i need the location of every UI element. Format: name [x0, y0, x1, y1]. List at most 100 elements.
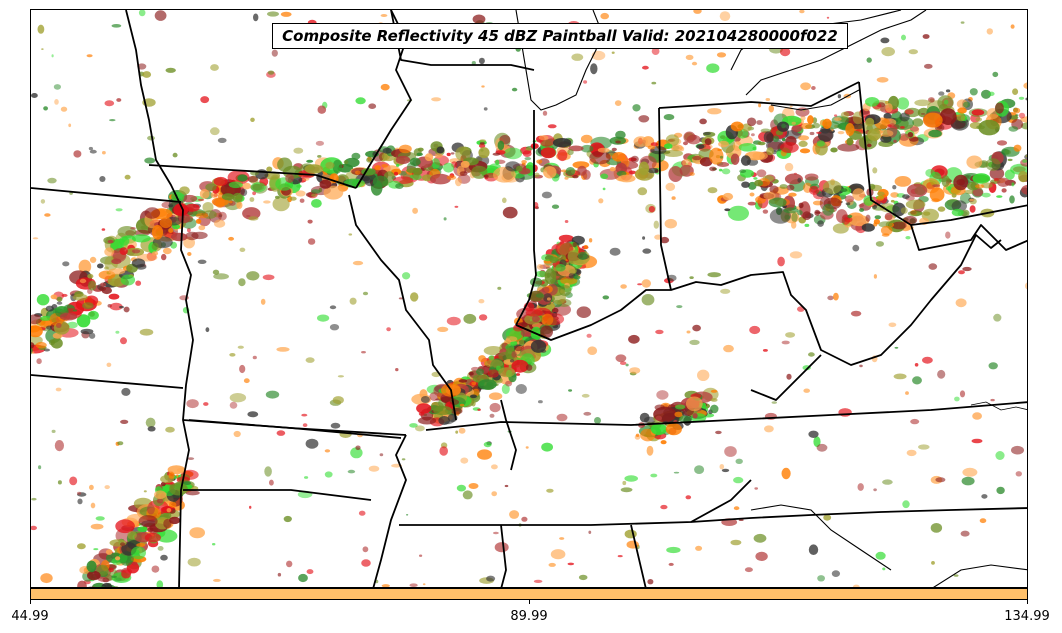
reflectivity-blob: [550, 549, 566, 560]
reflectivity-blob: [105, 549, 113, 555]
reflectivity-blob: [535, 270, 547, 278]
reflectivity-blob: [741, 181, 750, 188]
reflectivity-blob: [638, 115, 650, 123]
reflectivity-blob: [768, 197, 787, 208]
reflectivity-blob: [37, 24, 45, 34]
reflectivity-blob: [792, 125, 802, 133]
reflectivity-blob: [210, 127, 220, 136]
reflectivity-blob: [412, 207, 418, 214]
reflectivity-blob: [56, 296, 63, 302]
reflectivity-blob: [540, 349, 547, 353]
reflectivity-blob: [494, 542, 509, 553]
reflectivity-blob: [151, 565, 160, 573]
reflectivity-blob: [431, 158, 440, 169]
reflectivity-blob: [505, 380, 513, 387]
reflectivity-blob: [57, 480, 62, 485]
reflectivity-blob: [615, 140, 621, 144]
reflectivity-blob: [724, 446, 737, 457]
reflectivity-blob: [156, 498, 164, 504]
reflectivity-blob: [969, 88, 978, 96]
reflectivity-blob: [170, 232, 188, 242]
reflectivity-blob: [349, 297, 357, 305]
reflectivity-blob: [994, 102, 1004, 114]
reflectivity-blob: [617, 555, 623, 558]
reflectivity-blob: [906, 449, 917, 457]
reflectivity-blob: [161, 253, 167, 261]
reflectivity-blob: [763, 191, 776, 200]
reflectivity-blob: [769, 185, 779, 194]
reflectivity-blob: [450, 408, 463, 415]
reflectivity-blob: [941, 175, 950, 187]
reflectivity-blob: [302, 177, 310, 181]
reflectivity-blob: [127, 530, 137, 540]
reflectivity-blob: [756, 120, 763, 125]
reflectivity-blob: [614, 100, 622, 106]
reflectivity-blob: [706, 63, 720, 73]
reflectivity-blob: [101, 228, 106, 231]
reflectivity-blob: [945, 186, 952, 191]
reflectivity-blob: [171, 192, 185, 202]
border-al-ga: [500, 524, 507, 587]
reflectivity-blob: [849, 215, 870, 227]
border-ar-la: [183, 489, 372, 501]
reflectivity-blob: [514, 345, 523, 352]
reflectivity-blob: [780, 142, 799, 153]
reflectivity-blob: [890, 192, 899, 198]
reflectivity-blob: [873, 488, 877, 492]
reflectivity-blob: [51, 54, 54, 58]
reflectivity-blob: [458, 427, 466, 434]
reflectivity-blob: [600, 173, 609, 180]
reflectivity-blob: [307, 238, 316, 245]
reflectivity-blob: [966, 155, 983, 169]
reflectivity-blob: [971, 438, 983, 444]
reflectivity-blob: [859, 208, 865, 212]
reflectivity-blob: [488, 355, 495, 361]
reflectivity-blob: [362, 291, 369, 296]
reflectivity-blob: [988, 91, 995, 97]
reflectivity-blob: [837, 94, 842, 99]
reflectivity-blob: [185, 490, 200, 496]
reflectivity-blob: [31, 497, 37, 501]
border-il-in: [515, 110, 537, 326]
reflectivity-blob: [912, 118, 924, 127]
reflectivity-blob: [707, 108, 722, 115]
reflectivity-blob: [902, 194, 910, 200]
reflectivity-blob: [460, 457, 469, 464]
reflectivity-blob: [493, 531, 499, 535]
reflectivity-blob: [953, 174, 969, 191]
border-ia-mo: [148, 164, 357, 189]
reflectivity-blob: [87, 280, 97, 291]
reflectivity-blob: [880, 225, 893, 236]
reflectivity-blob: [694, 465, 705, 474]
reflectivity-blob: [362, 546, 369, 553]
reflectivity-blob: [120, 337, 127, 345]
reflectivity-blob: [538, 400, 543, 404]
reflectivity-blob: [955, 298, 967, 308]
reflectivity-blob: [799, 10, 805, 14]
coast-gulf: [933, 564, 1027, 587]
reflectivity-blob: [525, 364, 533, 371]
reflectivity-blob: [120, 274, 136, 286]
reflectivity-blob: [115, 519, 135, 534]
reflectivity-blob: [68, 123, 72, 128]
reflectivity-blob: [567, 249, 580, 263]
reflectivity-blob: [609, 167, 616, 172]
reflectivity-blob: [420, 396, 430, 403]
reflectivity-blob: [719, 464, 725, 470]
reflectivity-blob: [765, 98, 771, 101]
reflectivity-blob: [168, 228, 174, 233]
reflectivity-blob: [1011, 445, 1024, 455]
reflectivity-blob: [138, 515, 158, 528]
reflectivity-blob: [866, 57, 872, 63]
reflectivity-blob: [697, 369, 710, 381]
reflectivity-blob: [624, 529, 637, 539]
reflectivity-blob: [709, 166, 717, 172]
reflectivity-blob: [61, 293, 68, 297]
reflectivity-blob: [197, 259, 207, 264]
reflectivity-blob: [250, 182, 266, 193]
reflectivity-blob: [620, 487, 633, 493]
reflectivity-blob: [108, 268, 126, 275]
reflectivity-blob: [962, 467, 978, 477]
reflectivity-blob: [189, 527, 205, 539]
border-mo-ar: [188, 419, 402, 439]
